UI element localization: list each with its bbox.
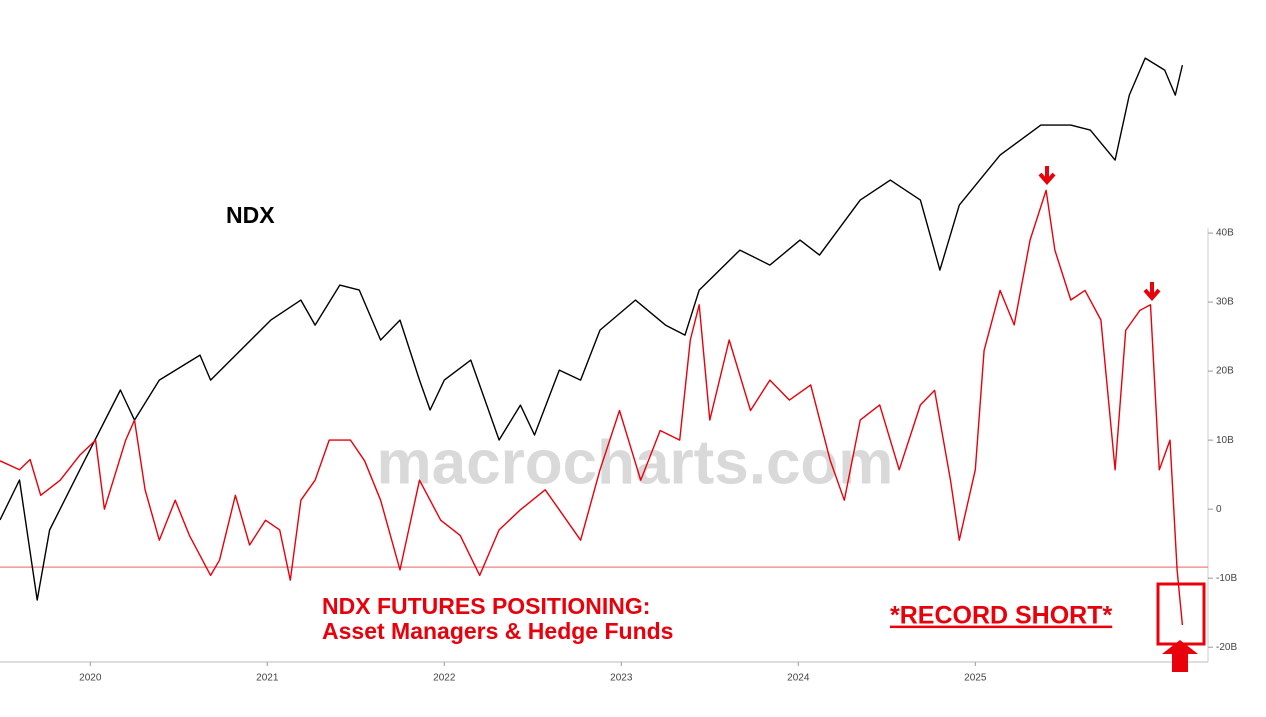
x-tick-label: 2020 — [79, 673, 102, 684]
x-tick-label: 2023 — [610, 673, 633, 684]
arrow — [1162, 640, 1198, 672]
series-line — [0, 189, 1184, 626]
annotation: *RECORD SHORT* — [890, 602, 1113, 630]
plot-area: 2020 2021 2022 2023 2024 2025 40B 30B 20B 10B 0 -10… — [0, 57, 1237, 684]
y2-tick-label: 10B — [1216, 435, 1234, 446]
y2-tick-label: 0 — [1216, 504, 1222, 515]
series-label: NDX — [226, 202, 275, 228]
series-line — [0, 57, 1184, 601]
arrow — [1143, 282, 1161, 302]
y2-tick-label: -20B — [1216, 642, 1237, 653]
x-tick-label: 2025 — [964, 673, 987, 684]
y2-tick-label: 20B — [1216, 366, 1234, 377]
annotation: Asset Managers & Hedge Funds — [322, 618, 673, 644]
y2-tick-label: 40B — [1216, 228, 1234, 239]
y2-tick-label: 30B — [1216, 297, 1234, 308]
series-label: NDX FUTURES POSITIONING: — [322, 593, 650, 619]
x-tick-label: 2024 — [787, 673, 810, 684]
arrow — [1038, 166, 1056, 186]
y2-tick-label: -10B — [1216, 573, 1237, 584]
x-tick-label: 2021 — [256, 673, 279, 684]
x-tick-label: 2022 — [433, 673, 456, 684]
